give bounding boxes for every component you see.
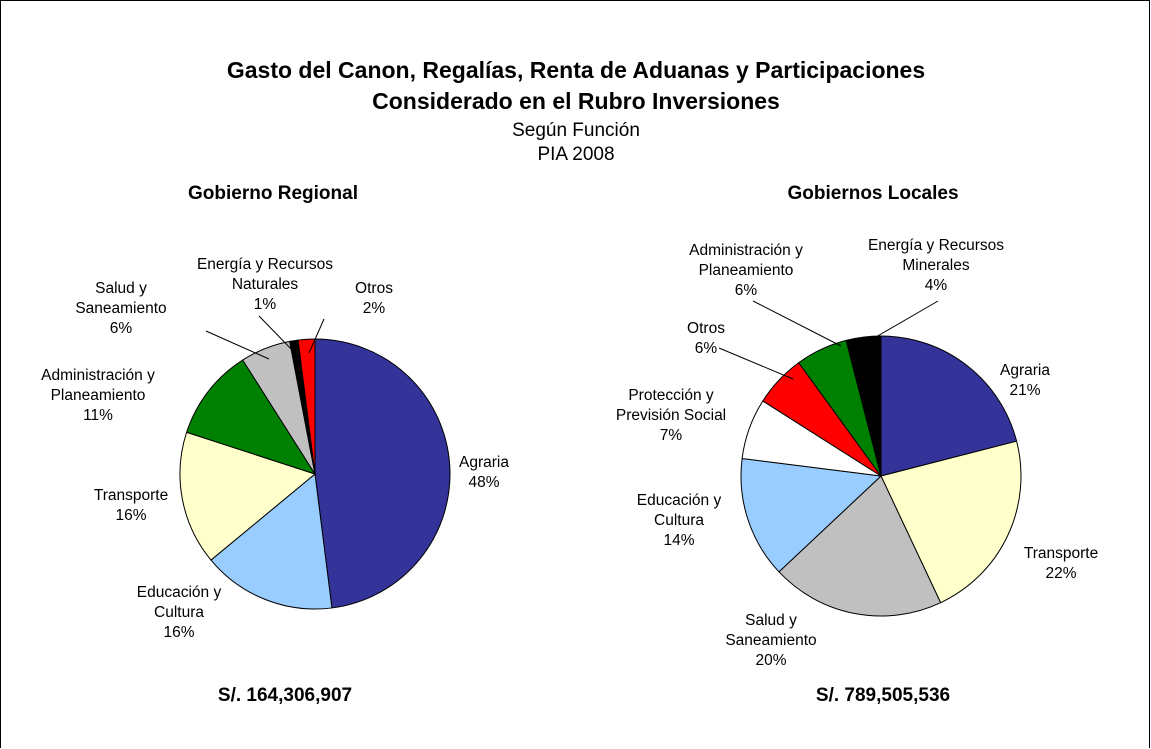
subtitle: Según Función [512, 120, 640, 141]
category-label: Educación y Cultura [136, 584, 222, 621]
pie-slice [185, 359, 317, 475]
leader-line [752, 300, 842, 347]
subtitle: PIA 2008 [537, 144, 615, 165]
slice-label: Administración y Planeamiento 6% [666, 241, 826, 301]
leader-line [205, 330, 270, 360]
category-label: Otros [687, 320, 725, 337]
title: Considerado en el Rubro Inversiones [372, 88, 780, 114]
value-label: 14% [663, 532, 695, 549]
leader-line [868, 300, 939, 342]
pie-title: Gobiernos Locales [787, 183, 959, 204]
slice-label: Salud y Saneamiento 20% [716, 611, 826, 671]
pie-slice [314, 338, 451, 609]
slice-label: Administración y Planeamiento 11% [18, 366, 178, 426]
slice-label: Agraria 21% [985, 361, 1065, 401]
category-label: Salud y Saneamiento [725, 612, 817, 649]
category-label: Administración y Planeamiento [41, 367, 155, 404]
pie-slice [845, 335, 882, 477]
value-label: 6% [694, 340, 718, 357]
category-label: Energía y Recursos Minerales [867, 237, 1005, 274]
slice-label: Energía y Recursos Naturales 1% [170, 255, 360, 315]
pie-title: Gobierno Regional [188, 183, 358, 204]
category-label: Energía y Recursos Naturales [196, 256, 334, 293]
value-label: 4% [924, 277, 948, 294]
category-label: Salud y Saneamiento [75, 280, 167, 317]
slice-label: Energía y Recursos Minerales 4% [846, 236, 1026, 296]
pie-slice [210, 473, 333, 610]
pie-slice [880, 440, 1022, 604]
slice-label: Educación y Cultura 16% [124, 583, 234, 643]
total-annotation: S/. 789,505,536 [815, 685, 951, 706]
value-label: 21% [1009, 382, 1041, 399]
leader-line [258, 315, 296, 354]
value-label: 6% [109, 320, 133, 337]
slice-label: Otros 2% [344, 279, 404, 319]
slice-label: Agraria 48% [444, 453, 524, 493]
category-label: Administración y Planeamiento [689, 242, 803, 279]
leader-line [718, 347, 794, 380]
value-label: 20% [755, 652, 787, 669]
category-label: Transporte [93, 487, 169, 504]
value-label: 1% [253, 296, 277, 313]
pie-slice [179, 431, 317, 561]
category-label: Educación y Cultura [636, 492, 722, 529]
pie-slice [740, 457, 883, 573]
leader-line [308, 318, 325, 354]
slice-label: Educación y Cultura 14% [629, 491, 729, 551]
value-label: 7% [659, 427, 683, 444]
slice-label: Transporte 22% [1011, 544, 1111, 584]
category-label: Transporte [1023, 545, 1099, 562]
slice-label: Salud y Saneamiento 6% [66, 279, 176, 339]
value-label: 16% [115, 507, 147, 524]
category-label: Agraria [1000, 362, 1050, 379]
value-label: 11% [83, 407, 113, 424]
value-label: 16% [163, 624, 195, 641]
slice-label: Protección y Previsión Social 7% [596, 386, 746, 446]
pie-slice [880, 335, 1018, 477]
pie-slice [778, 475, 942, 617]
slice-label: Transporte 16% [81, 486, 181, 526]
category-label: Protección y Previsión Social [615, 387, 727, 424]
value-label: 6% [734, 282, 758, 299]
value-label: 48% [468, 474, 500, 491]
title: Gasto del Canon, Regalías, Renta de Adua… [226, 57, 926, 83]
value-label: 2% [362, 300, 386, 317]
category-label: Agraria [459, 454, 509, 471]
category-label: Otros [355, 280, 393, 297]
total-annotation: S/. 164,306,907 [217, 685, 353, 706]
value-label: 22% [1045, 565, 1077, 582]
slice-label: Otros 6% [676, 319, 736, 359]
